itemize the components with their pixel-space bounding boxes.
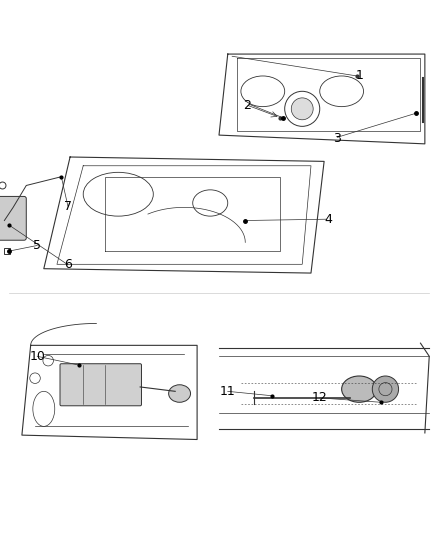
- Text: 5: 5: [33, 239, 41, 252]
- Circle shape: [291, 98, 313, 120]
- Text: 11: 11: [220, 385, 236, 398]
- Text: 12: 12: [312, 391, 328, 405]
- Ellipse shape: [169, 385, 191, 402]
- Text: 3: 3: [333, 132, 341, 144]
- Text: 2: 2: [244, 99, 251, 112]
- Text: 7: 7: [64, 199, 72, 213]
- Text: 4: 4: [325, 213, 332, 225]
- Circle shape: [372, 376, 399, 402]
- Text: 10: 10: [29, 350, 45, 363]
- Ellipse shape: [342, 376, 377, 402]
- FancyBboxPatch shape: [60, 364, 141, 406]
- Text: 1: 1: [355, 69, 363, 83]
- FancyBboxPatch shape: [0, 197, 26, 240]
- Text: 6: 6: [64, 259, 72, 271]
